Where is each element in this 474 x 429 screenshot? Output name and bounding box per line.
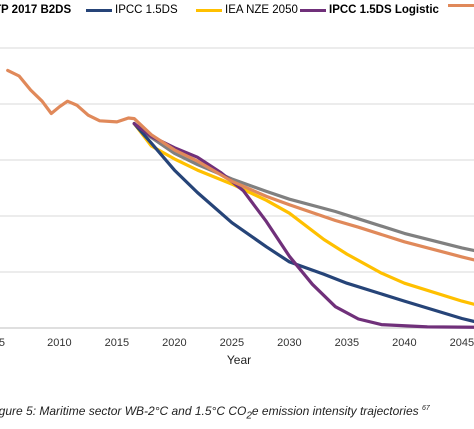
legend-label: IEA NZE 2050 (225, 4, 298, 16)
legend-entry: IPCC 1.5DS (86, 4, 178, 16)
legend-swatch (448, 4, 474, 7)
series-line-3 (132, 121, 474, 306)
x-tick-label: 2015 (105, 337, 129, 349)
legend-label: TP 2017 B2DS (0, 4, 72, 16)
gridlines (0, 47, 474, 329)
series-line-5 (6, 68, 474, 262)
x-tick-label: 2030 (277, 337, 301, 349)
legend-swatch (196, 8, 222, 12)
legend-label: IPCC 1.5DS (115, 4, 178, 16)
legend-entry (448, 4, 474, 7)
legend-entry: IPCC 1.5DS Logistic (300, 4, 439, 16)
x-axis-label: Year (227, 353, 251, 367)
x-tick-label: 2035 (335, 337, 359, 349)
x-tick-label: 2025 (220, 337, 244, 349)
x-tick-labels: 5 2010 2015 2020 2025 2030 2035 2040 2045 (0, 337, 474, 349)
legend-label: IPCC 1.5DS Logistic (329, 4, 439, 16)
series-line-2 (132, 121, 474, 324)
x-tick-label: 2045 (450, 337, 474, 349)
series-line-1 (132, 121, 474, 253)
x-tick-label: 5 (0, 337, 5, 349)
caption-superscript: 67 (421, 405, 430, 412)
legend-swatch (86, 8, 112, 12)
series-lines (6, 68, 474, 329)
legend-swatch (300, 8, 326, 12)
caption-text-rest: e emission intensity trajectories (251, 404, 422, 418)
legend-entry: IEA NZE 2050 (196, 4, 298, 16)
figure-caption: igure 5: Maritime sector WB-2°C and 1.5°… (0, 404, 430, 421)
x-tick-label: 2040 (392, 337, 416, 349)
series-line-4 (132, 121, 474, 329)
x-tick-label: 2020 (162, 337, 186, 349)
x-tick-label: 2010 (47, 337, 71, 349)
caption-subscript: 2 (246, 410, 252, 422)
caption-text: igure 5: Maritime sector WB-2°C and 1.5°… (0, 404, 247, 418)
legend-entry: TP 2017 B2DS (0, 4, 71, 16)
